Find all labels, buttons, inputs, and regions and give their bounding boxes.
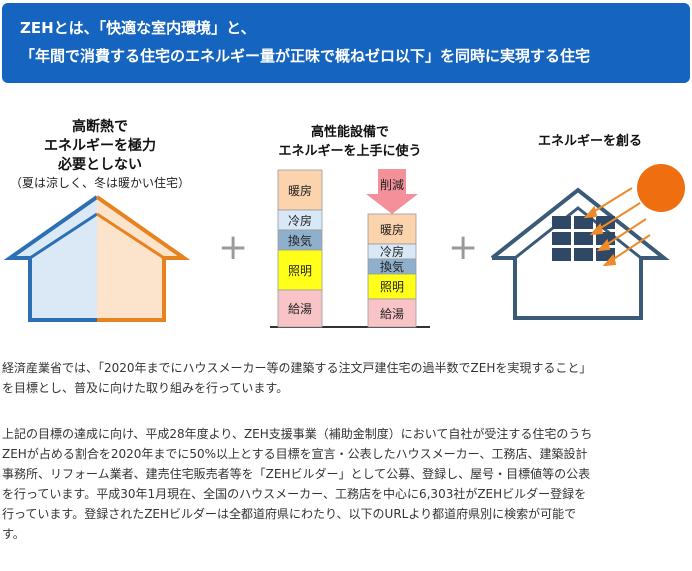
insulation-note: （夏は涼しく、冬は暖かい住宅） [9, 176, 190, 190]
paragraph-2-line: 行っています。登録されたZEHビルダーは全都道府県にわたり、以下のURLより都道… [2, 507, 577, 521]
zeh-definition-banner: ZEHとは、「快適な室内環境」と、 「年間で消費する住宅のエネルギー量が正味で概… [2, 3, 690, 83]
equipment-title-1: 高性能設備で [310, 125, 389, 140]
solar-house-outline [490, 187, 670, 320]
house-warm-inner [96, 212, 165, 260]
before-lighting-label: 照明 [288, 264, 312, 278]
plus-sign-2: + [448, 227, 479, 268]
after-lighting-label: 照明 [380, 280, 404, 294]
paragraph-2-line: 上記の目標の達成に向け、平成28年度より、ZEH支援事業（補助金制度）において自… [2, 427, 593, 441]
sunray-arrows-icon [583, 187, 651, 267]
insulated-house [3, 195, 191, 322]
paragraph-2: 上記の目標の達成に向け、平成28年度より、ZEH支援事業（補助金制度）において自… [2, 424, 686, 544]
after-cooling-label: 冷房 [380, 244, 404, 259]
solar-panel-icon [552, 216, 615, 261]
generation-title: エネルギーを創る [537, 134, 642, 149]
before-hotwater-seg [277, 289, 323, 328]
paragraph-2-line: す。 [2, 527, 25, 541]
equipment-title-2: エネルギーを上手に使う [278, 144, 422, 159]
equipment-comparison: 暖房 冷房 換気 照明 給湯 削減 暖房 冷房 換気 照明 給湯 [270, 169, 430, 328]
banner-line-1: ZEHとは、「快適な室内環境」と、 [20, 19, 256, 37]
insulation-title-3: 必要としない [58, 157, 142, 173]
before-ventilation-label: 換気 [288, 233, 312, 248]
solar-house [490, 164, 685, 320]
plus-sign-1: + [218, 227, 249, 268]
house-cool-inner [29, 212, 98, 260]
before-heating-label: 暖房 [288, 183, 312, 198]
after-heating-label: 暖房 [380, 222, 404, 237]
after-hotwater-seg [367, 298, 417, 328]
insulation-title-1: 高断熱で [72, 119, 128, 135]
paragraph-2-line: 事務所、リフォーム業者、建売住宅販売者等を「ZEHビルダー」として公募、登録し、… [2, 467, 591, 481]
before-hotwater-label: 給湯 [288, 302, 312, 316]
paragraph-1-line: を目標とし、普及に向けた取り組みを行っています。 [2, 381, 289, 395]
after-ventilation-label: 換気 [380, 259, 404, 274]
paragraph-2-line: ZEHが占める割合を2020年までに50%以上とする目標を宣言・公表したハウスメ… [2, 447, 588, 461]
insulation-title-2: エネルギーを極力 [44, 138, 156, 154]
sun-icon [637, 164, 685, 212]
zeh-illustration: 暖房 冷房 換気 照明 給湯 削減 暖房 冷房 換気 照明 給湯 [3, 164, 685, 328]
after-lighting-seg [367, 273, 417, 300]
before-heating-seg [277, 169, 323, 211]
before-cooling-label: 冷房 [288, 213, 312, 228]
after-heating-seg [367, 213, 417, 245]
paragraph-1-line: 経済産業省では、「2020年までにハウスメーカー等の建築する注文戸建住宅の過半数… [2, 361, 592, 375]
paragraph-2-line: を行っています。平成30年1月現在、全国のハウスメーカー、工務店を中心に6,30… [2, 487, 587, 501]
reduction-label: 削減 [380, 177, 404, 192]
reduction-arrow [366, 169, 418, 214]
paragraph-1: 経済産業省では、「2020年までにハウスメーカー等の建築する注文戸建住宅の過半数… [2, 358, 686, 398]
after-hotwater-label: 給湯 [380, 307, 404, 321]
banner-line-2: 「年間で消費する住宅のエネルギー量が正味で概ねゼロ以下」を同時に実現する住宅 [20, 47, 591, 65]
before-lighting-seg [277, 249, 323, 291]
solar-house-inner-roof [514, 206, 642, 260]
